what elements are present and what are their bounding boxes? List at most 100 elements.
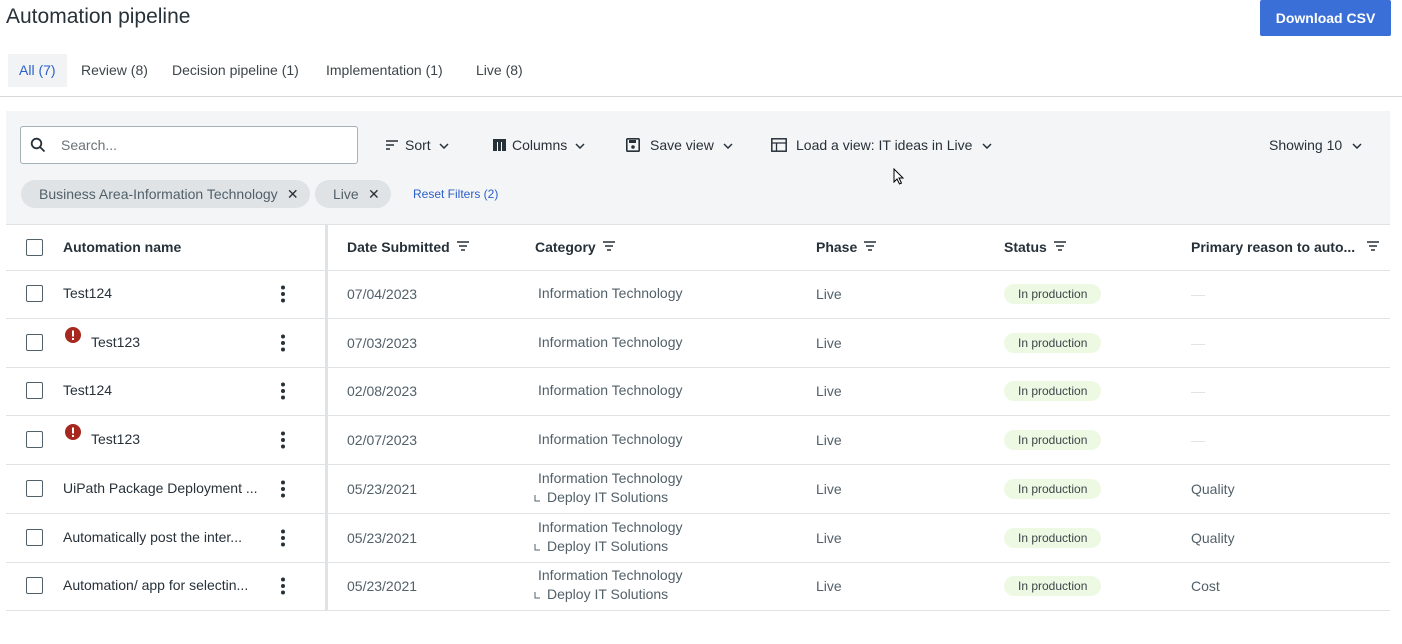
row-checkbox[interactable] <box>26 382 43 400</box>
automation-name[interactable]: Test124 <box>63 382 113 399</box>
columns-button[interactable]: Columns <box>512 137 568 153</box>
tab[interactable]: Live (8) <box>476 62 523 78</box>
chip-label: Business Area-Information Technology <box>39 186 278 202</box>
reset-filters[interactable]: Reset Filters (2) <box>413 187 499 201</box>
row-checkbox[interactable] <box>26 528 43 546</box>
column-header[interactable]: Primary reason to auto... <box>1191 239 1356 255</box>
category: Information Technology <box>538 431 683 448</box>
chevron-icon <box>575 143 585 149</box>
chevron-icon <box>982 143 992 149</box>
filter-icon <box>864 241 876 251</box>
save-view-button[interactable]: Save view <box>650 137 714 153</box>
row-divider <box>6 224 1390 225</box>
search-icon <box>30 137 46 153</box>
status-badge: In production <box>1004 576 1102 597</box>
page-title: Automation pipeline <box>6 5 191 28</box>
row-checkbox[interactable] <box>26 431 43 449</box>
filter-chip: Live ✕ <box>315 180 391 208</box>
status-badge: In production <box>1004 381 1102 402</box>
phase: Live <box>816 578 842 595</box>
tab[interactable]: Decision pipeline (1) <box>172 62 299 78</box>
mouse-cursor <box>893 168 905 185</box>
filter-icon <box>457 241 469 251</box>
automation-name[interactable]: Test123 <box>91 333 141 350</box>
row-checkbox[interactable] <box>26 577 43 595</box>
page-size-select[interactable]: Showing 10 <box>1269 137 1343 153</box>
load-view-button[interactable]: Load a view: IT ideas in Live <box>796 137 973 153</box>
filter-chip: Business Area-Information Technology ✕ <box>21 180 310 208</box>
row-divider <box>6 415 1390 417</box>
row-menu <box>281 285 285 303</box>
phase: Live <box>816 383 842 400</box>
primary-reason: Cost <box>1191 578 1220 595</box>
save-icon <box>626 138 640 152</box>
category: Information Technology <box>538 567 683 584</box>
row-menu <box>281 334 285 352</box>
row-menu <box>281 480 285 498</box>
row-divider <box>6 512 1390 514</box>
subcategory-marker <box>534 543 540 550</box>
divider <box>0 96 1402 97</box>
subcategory: Deploy IT Solutions <box>547 586 669 603</box>
phase: Live <box>816 334 842 351</box>
row-menu <box>281 382 285 400</box>
select-all-checkbox[interactable] <box>26 239 43 256</box>
tab[interactable]: Implementation (1) <box>326 62 443 78</box>
automation-name[interactable]: Automation/ app for selectin... <box>63 577 249 594</box>
automation-name[interactable]: Test124 <box>63 285 113 301</box>
column-header[interactable]: Automation name <box>63 239 182 255</box>
date-submitted: 05/23/2021 <box>347 578 418 595</box>
row-checkbox[interactable] <box>26 333 43 351</box>
subcategory: Deploy IT Solutions <box>547 537 669 554</box>
status-badge: In production <box>1004 478 1102 499</box>
status-badge: In production <box>1004 527 1102 548</box>
alert-icon <box>65 326 81 343</box>
date-submitted: 05/23/2021 <box>347 480 418 497</box>
status-badge: In production <box>1004 284 1102 304</box>
phase: Live <box>816 480 842 497</box>
category: Information Technology <box>538 518 683 535</box>
column-header[interactable]: Status <box>1004 239 1047 255</box>
remove-chip[interactable]: ✕ <box>367 186 380 202</box>
tab[interactable]: All (7) <box>8 54 67 87</box>
automation-name[interactable]: Test123 <box>91 431 141 448</box>
chip-label: Live <box>333 186 359 202</box>
row-menu <box>281 431 285 449</box>
sort-icon <box>386 140 398 150</box>
phase: Live <box>816 432 842 449</box>
row-divider <box>6 464 1390 466</box>
subcategory: Deploy IT Solutions <box>547 488 669 505</box>
row-checkbox[interactable] <box>26 479 43 497</box>
row-divider <box>6 270 1390 271</box>
date-submitted: 02/08/2023 <box>347 383 418 400</box>
column-header[interactable]: Category <box>535 239 596 255</box>
filter-icon <box>1367 241 1379 251</box>
automation-name[interactable]: Automatically post the inter... <box>63 528 242 545</box>
column-divider <box>325 225 328 611</box>
category: Information Technology <box>538 333 683 350</box>
primary-reason: — <box>1191 286 1205 302</box>
primary-reason: — <box>1191 383 1205 400</box>
primary-reason: Quality <box>1191 480 1235 497</box>
subcategory-marker <box>534 592 540 599</box>
column-header[interactable]: Date Submitted <box>347 239 450 255</box>
primary-reason: Quality <box>1191 529 1235 546</box>
row-divider <box>6 561 1390 563</box>
search-box[interactable] <box>20 126 358 164</box>
automation-name[interactable]: UiPath Package Deployment ... <box>63 479 258 496</box>
chevron-icon <box>723 143 733 149</box>
remove-chip[interactable]: ✕ <box>286 186 299 202</box>
status-badge: In production <box>1004 332 1102 353</box>
row-divider <box>6 610 1390 612</box>
chevron-icon <box>1352 143 1362 149</box>
search-placeholder: Search... <box>61 137 118 153</box>
column-header[interactable]: Phase <box>816 239 858 255</box>
row-checkbox[interactable] <box>26 285 43 302</box>
primary-reason: — <box>1191 432 1205 449</box>
tab[interactable]: Review (8) <box>81 62 148 78</box>
download-button[interactable]: Download CSV <box>1260 0 1391 36</box>
sort-button[interactable]: Sort <box>405 137 431 153</box>
chevron-icon <box>439 143 449 149</box>
row-divider <box>6 318 1390 319</box>
columns-icon <box>493 139 506 151</box>
